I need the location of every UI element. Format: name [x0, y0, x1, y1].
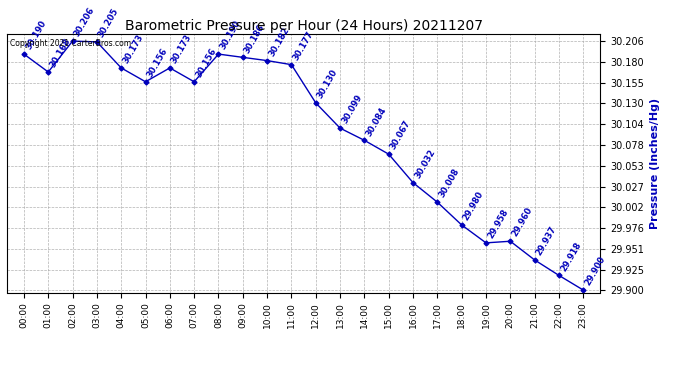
- Text: 30.206: 30.206: [72, 6, 97, 38]
- Text: 29.918: 29.918: [559, 240, 583, 273]
- Text: 30.156: 30.156: [146, 46, 170, 79]
- Text: Copyright 2021 CarterBros.com: Copyright 2021 CarterBros.com: [10, 39, 131, 48]
- Text: 29.900: 29.900: [583, 255, 607, 287]
- Text: 30.130: 30.130: [316, 68, 339, 100]
- Text: 30.084: 30.084: [364, 105, 388, 138]
- Text: 30.008: 30.008: [437, 167, 461, 200]
- Text: 30.190: 30.190: [219, 19, 242, 51]
- Text: 30.156: 30.156: [194, 46, 218, 79]
- Title: Barometric Pressure per Hour (24 Hours) 20211207: Barometric Pressure per Hour (24 Hours) …: [125, 19, 482, 33]
- Text: 30.173: 30.173: [170, 33, 194, 65]
- Y-axis label: Pressure (Inches/Hg): Pressure (Inches/Hg): [649, 98, 660, 229]
- Text: 30.186: 30.186: [243, 22, 267, 55]
- Text: 30.177: 30.177: [291, 30, 315, 62]
- Text: 30.205: 30.205: [97, 7, 121, 39]
- Text: 30.168: 30.168: [48, 37, 72, 69]
- Text: 30.182: 30.182: [267, 26, 291, 58]
- Text: 29.980: 29.980: [462, 190, 486, 222]
- Text: 29.960: 29.960: [511, 206, 534, 238]
- Text: 30.099: 30.099: [340, 93, 364, 125]
- Text: 30.190: 30.190: [24, 19, 48, 51]
- Text: 30.032: 30.032: [413, 147, 437, 180]
- Text: 29.958: 29.958: [486, 208, 510, 240]
- Text: 30.173: 30.173: [121, 33, 145, 65]
- Text: 30.067: 30.067: [388, 119, 413, 152]
- Text: 29.937: 29.937: [535, 225, 558, 257]
